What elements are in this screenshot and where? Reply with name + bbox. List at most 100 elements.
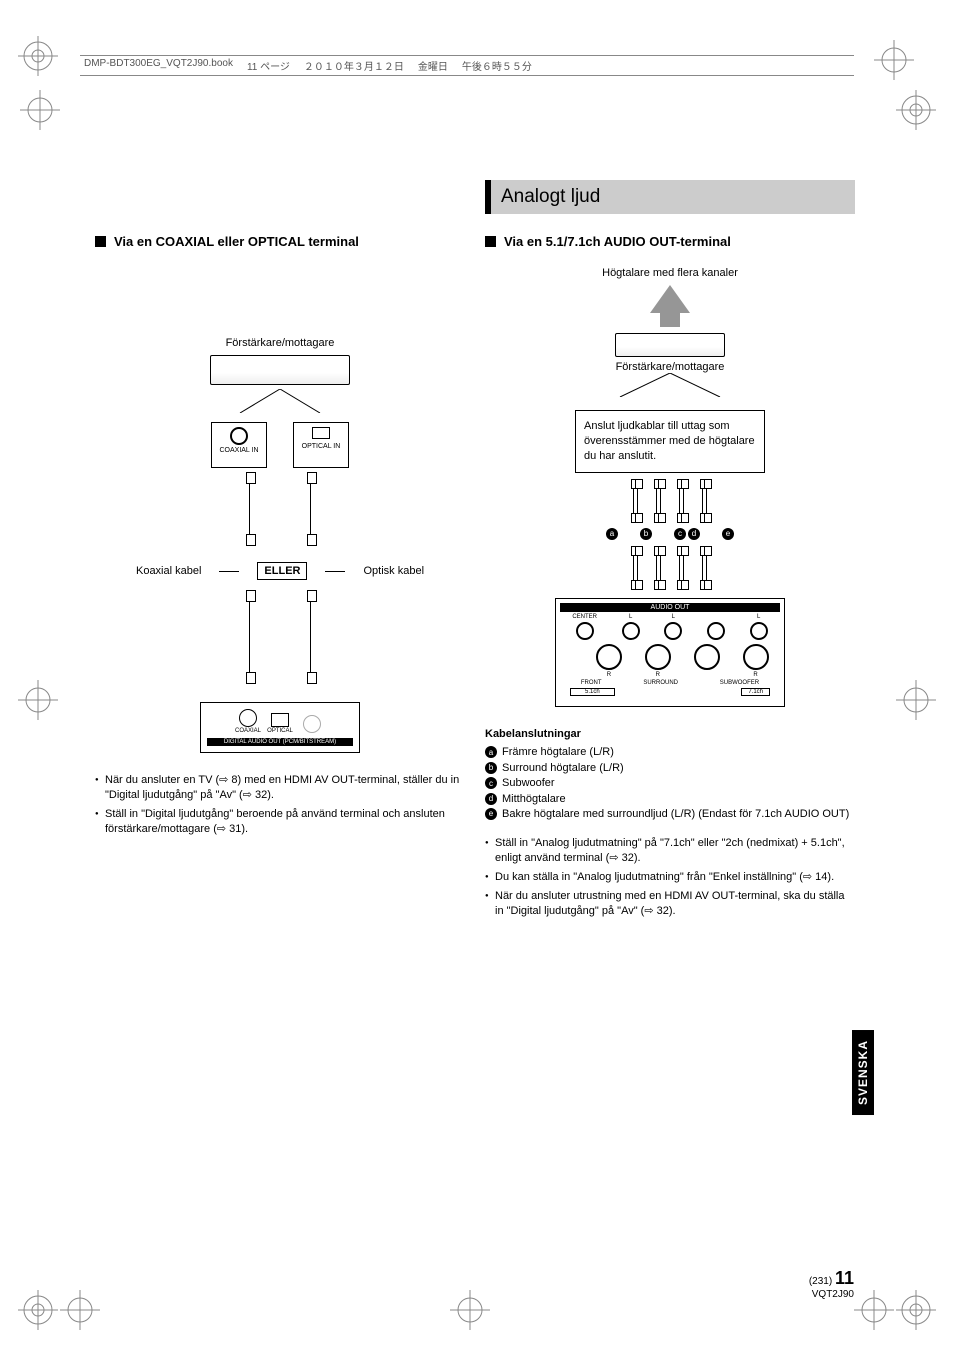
kabel-item-e: e Bakre högtalare med surroundljud (L/R) … (485, 807, 855, 822)
port-sub (707, 614, 725, 642)
lbl-front: FRONT (581, 680, 602, 686)
audio-out-title: AUDIO OUT (560, 603, 780, 612)
port-center: CENTER (572, 614, 597, 642)
page-footer: (231) 11 VQT2J90 (809, 1268, 854, 1300)
crop-mark-tr2 (896, 90, 936, 130)
digital-audio-out-label: DIGITAL AUDIO OUT (PCM/BITSTREAM) (207, 738, 353, 746)
left-heading: Via en COAXIAL eller OPTICAL terminal (95, 234, 465, 249)
cable-badge-row: a b c d e (485, 527, 855, 540)
crop-mark-bc (450, 1290, 490, 1330)
kabel-item-c: c Subwoofer (485, 776, 855, 791)
or-label: ELLER (257, 562, 307, 580)
header-time-jp: 午後６時５５分 (462, 58, 532, 73)
crop-mark-br2 (896, 1290, 936, 1330)
kabel-item-a: a Främre högtalare (L/R) (485, 745, 855, 760)
port-front-r: R (596, 642, 622, 678)
section-title: Analogt ljud (485, 180, 855, 214)
badge-e-icon: e (722, 528, 734, 540)
port-blank (571, 642, 573, 678)
cable-stub-icon (249, 592, 250, 682)
coaxial-in-port: COAXIAL IN (211, 422, 267, 468)
badge-b-icon: b (485, 762, 497, 774)
dev-coax-label: COAXIAL (235, 728, 261, 734)
badge-d-icon: d (485, 793, 497, 805)
doc-header: DMP-BDT300EG_VQT2J90.book 11 ページ ２０１０年３月… (80, 55, 854, 76)
header-date-jp: ２０１０年３月１２日 (304, 58, 404, 73)
right-heading: Via en 5.1/7.1ch AUDIO OUT-terminal (485, 234, 855, 249)
badge-c-icon: c (674, 528, 686, 540)
opt-cable-label: Optisk kabel (363, 565, 424, 577)
cable-stub-icon (249, 474, 250, 544)
lbl-51ch: 5.1ch (570, 688, 615, 696)
page-seq: (231) (809, 1276, 832, 1287)
kabel-text-c: Subwoofer (502, 776, 555, 791)
dev-coax-port: COAXIAL (235, 709, 261, 734)
split-lines-icon (610, 373, 730, 397)
right-kabel-block: Kabelanslutningar a Främre högtalare (L/R… (485, 727, 855, 919)
coax-jack-icon (230, 427, 248, 445)
kabel-text-e: Bakre högtalare med surroundljud (L/R) (… (502, 807, 849, 822)
port-coax-label: COAXIAL IN (219, 447, 258, 454)
port-opt-label: OPTICAL IN (302, 443, 341, 450)
right-note-3: När du ansluter utrustning med en HDMI A… (485, 889, 855, 919)
lbl-subwoofer: SUBWOOFER (720, 680, 759, 686)
left-notes: När du ansluter en TV (⇨ 8) med en HDMI … (95, 773, 465, 836)
badge-e-icon: e (485, 808, 497, 820)
multi-cable-group (485, 481, 855, 521)
multich-label: Högtalare med flera kanaler (485, 267, 855, 279)
crop-mark-mr (896, 680, 936, 720)
dev-opt-label: OPTICAL (267, 728, 293, 734)
crop-mark-ml (18, 680, 58, 720)
crop-mark-bl (18, 1290, 58, 1330)
kabel-text-a: Främre högtalare (L/R) (502, 745, 614, 760)
header-day-jp: 金曜日 (418, 58, 448, 73)
amp-label-right: Förstärkare/mottagare (485, 361, 855, 373)
badge-c-icon: c (485, 777, 497, 789)
kabel-item-b: b Surround högtalare (L/R) (485, 761, 855, 776)
amplifier-icon (615, 333, 725, 357)
right-note-2: Du kan ställa in "Analog ljudutmatning" … (485, 870, 855, 885)
crop-mark-tl2 (20, 90, 60, 130)
connection-instruction-box: Anslut ljudkablar till uttag som överens… (575, 410, 765, 473)
kabel-text-b: Surround högtalare (L/R) (502, 761, 624, 776)
dev-opt-port: OPTICAL (267, 713, 293, 734)
page-number: 11 (835, 1268, 854, 1288)
port-back-r: R (743, 642, 769, 678)
badge-b-icon: b (640, 528, 652, 540)
badge-d-icon: d (688, 528, 700, 540)
doc-code: VQT2J90 (812, 1289, 854, 1300)
lbl-71ch: 7.1ch (741, 688, 770, 696)
crop-mark-tr (874, 40, 914, 80)
right-column: Via en 5.1/7.1ch AUDIO OUT-terminal Högt… (485, 234, 855, 923)
square-bullet-icon (95, 236, 106, 247)
lbl-surround: SURROUND (643, 680, 678, 686)
amplifier-icon (210, 355, 350, 385)
audio-out-panel: AUDIO OUT CENTER L L L R R R (555, 598, 785, 707)
amp-label-left: Förstärkare/mottagare (95, 337, 465, 349)
right-diagram: Högtalare med flera kanaler Förstärkare/… (485, 267, 855, 707)
left-column: Via en COAXIAL eller OPTICAL terminal Fö… (95, 234, 465, 923)
port-sub-2 (694, 642, 720, 678)
port-center-label: CENTER (572, 614, 597, 620)
port-surround-l: L (664, 614, 682, 642)
page-body: Analogt ljud Via en COAXIAL eller OPTICA… (95, 180, 855, 923)
port-front-l: L (622, 614, 640, 642)
square-bullet-icon (485, 236, 496, 247)
coax-cable-label: Koaxial kabel (136, 565, 201, 577)
port-back-l: L (750, 614, 768, 642)
split-lines-icon (220, 389, 340, 413)
left-heading-text: Via en COAXIAL eller OPTICAL terminal (114, 234, 359, 249)
kabel-heading: Kabelanslutningar (485, 727, 855, 742)
left-diagram: Förstärkare/mottagare COAXIAL IN OPTICAL… (95, 337, 465, 753)
header-filename: DMP-BDT300EG_VQT2J90.book (84, 58, 233, 73)
right-heading-text: Via en 5.1/7.1ch AUDIO OUT-terminal (504, 234, 731, 249)
player-back-panel: COAXIAL OPTICAL DIGITAL AUDIO OUT (PCM/B… (200, 702, 360, 753)
language-tab: SVENSKA (852, 1030, 874, 1115)
badge-a-icon: a (485, 746, 497, 758)
header-page-jp: 11 ページ (247, 58, 290, 73)
cable-stub-icon (310, 592, 311, 682)
optical-jack-icon (312, 427, 330, 439)
left-note-2: Ställ in "Digital ljudutgång" beroende p… (95, 807, 465, 837)
kabel-item-d: dMitthögtalare (485, 792, 855, 807)
arrow-up-icon (650, 285, 690, 313)
